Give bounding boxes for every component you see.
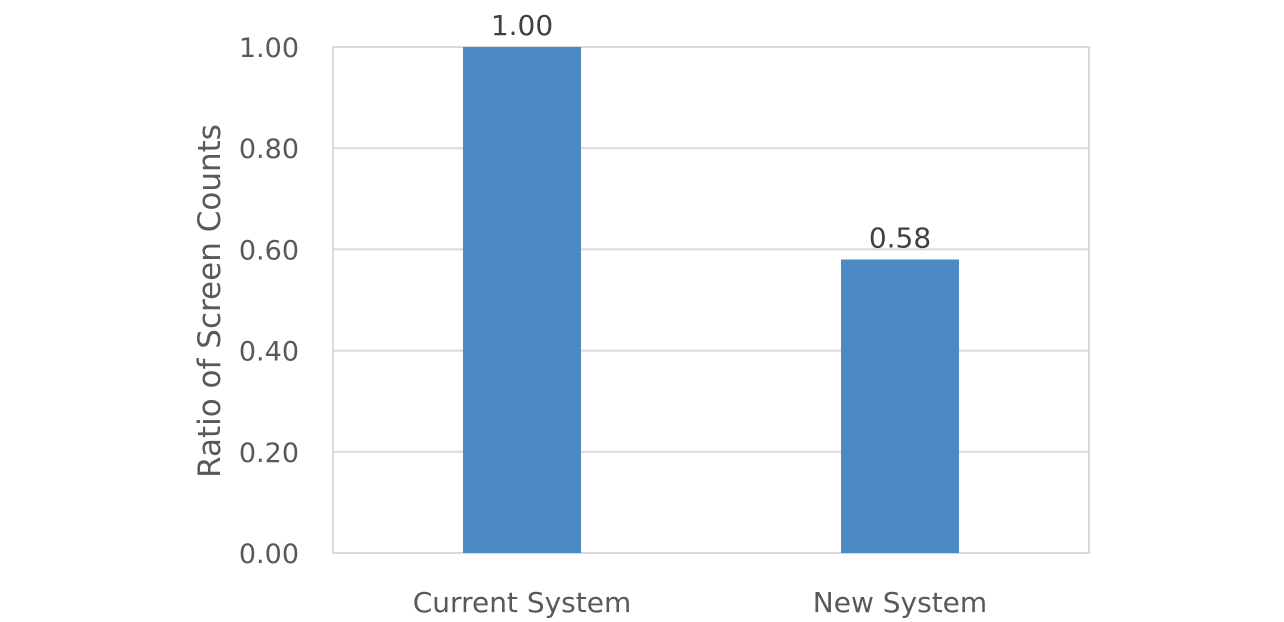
x-category-label: New System bbox=[813, 586, 987, 619]
y-tick-label: 0.00 bbox=[239, 539, 299, 570]
y-tick-label: 0.20 bbox=[239, 438, 299, 469]
labels: 0.00 0.20 0.40 0.60 0.80 1.00 1.00 Current Syst… bbox=[239, 9, 987, 619]
y-tick-label: 0.60 bbox=[239, 235, 299, 266]
y-axis-title: Ratio of Screen Counts bbox=[192, 124, 228, 478]
bar-current-system bbox=[463, 47, 581, 553]
y-tick-label: 0.80 bbox=[239, 134, 299, 165]
bar-new-system bbox=[841, 259, 959, 553]
gridlines bbox=[332, 46, 1090, 554]
y-tick-label: 0.40 bbox=[239, 337, 299, 368]
x-category-label: Current System bbox=[413, 586, 631, 619]
plot-area-border bbox=[332, 46, 1090, 554]
bars bbox=[463, 47, 959, 553]
data-label: 1.00 bbox=[491, 9, 553, 42]
y-tick-label: 1.00 bbox=[239, 33, 299, 64]
data-label: 0.58 bbox=[869, 222, 931, 255]
